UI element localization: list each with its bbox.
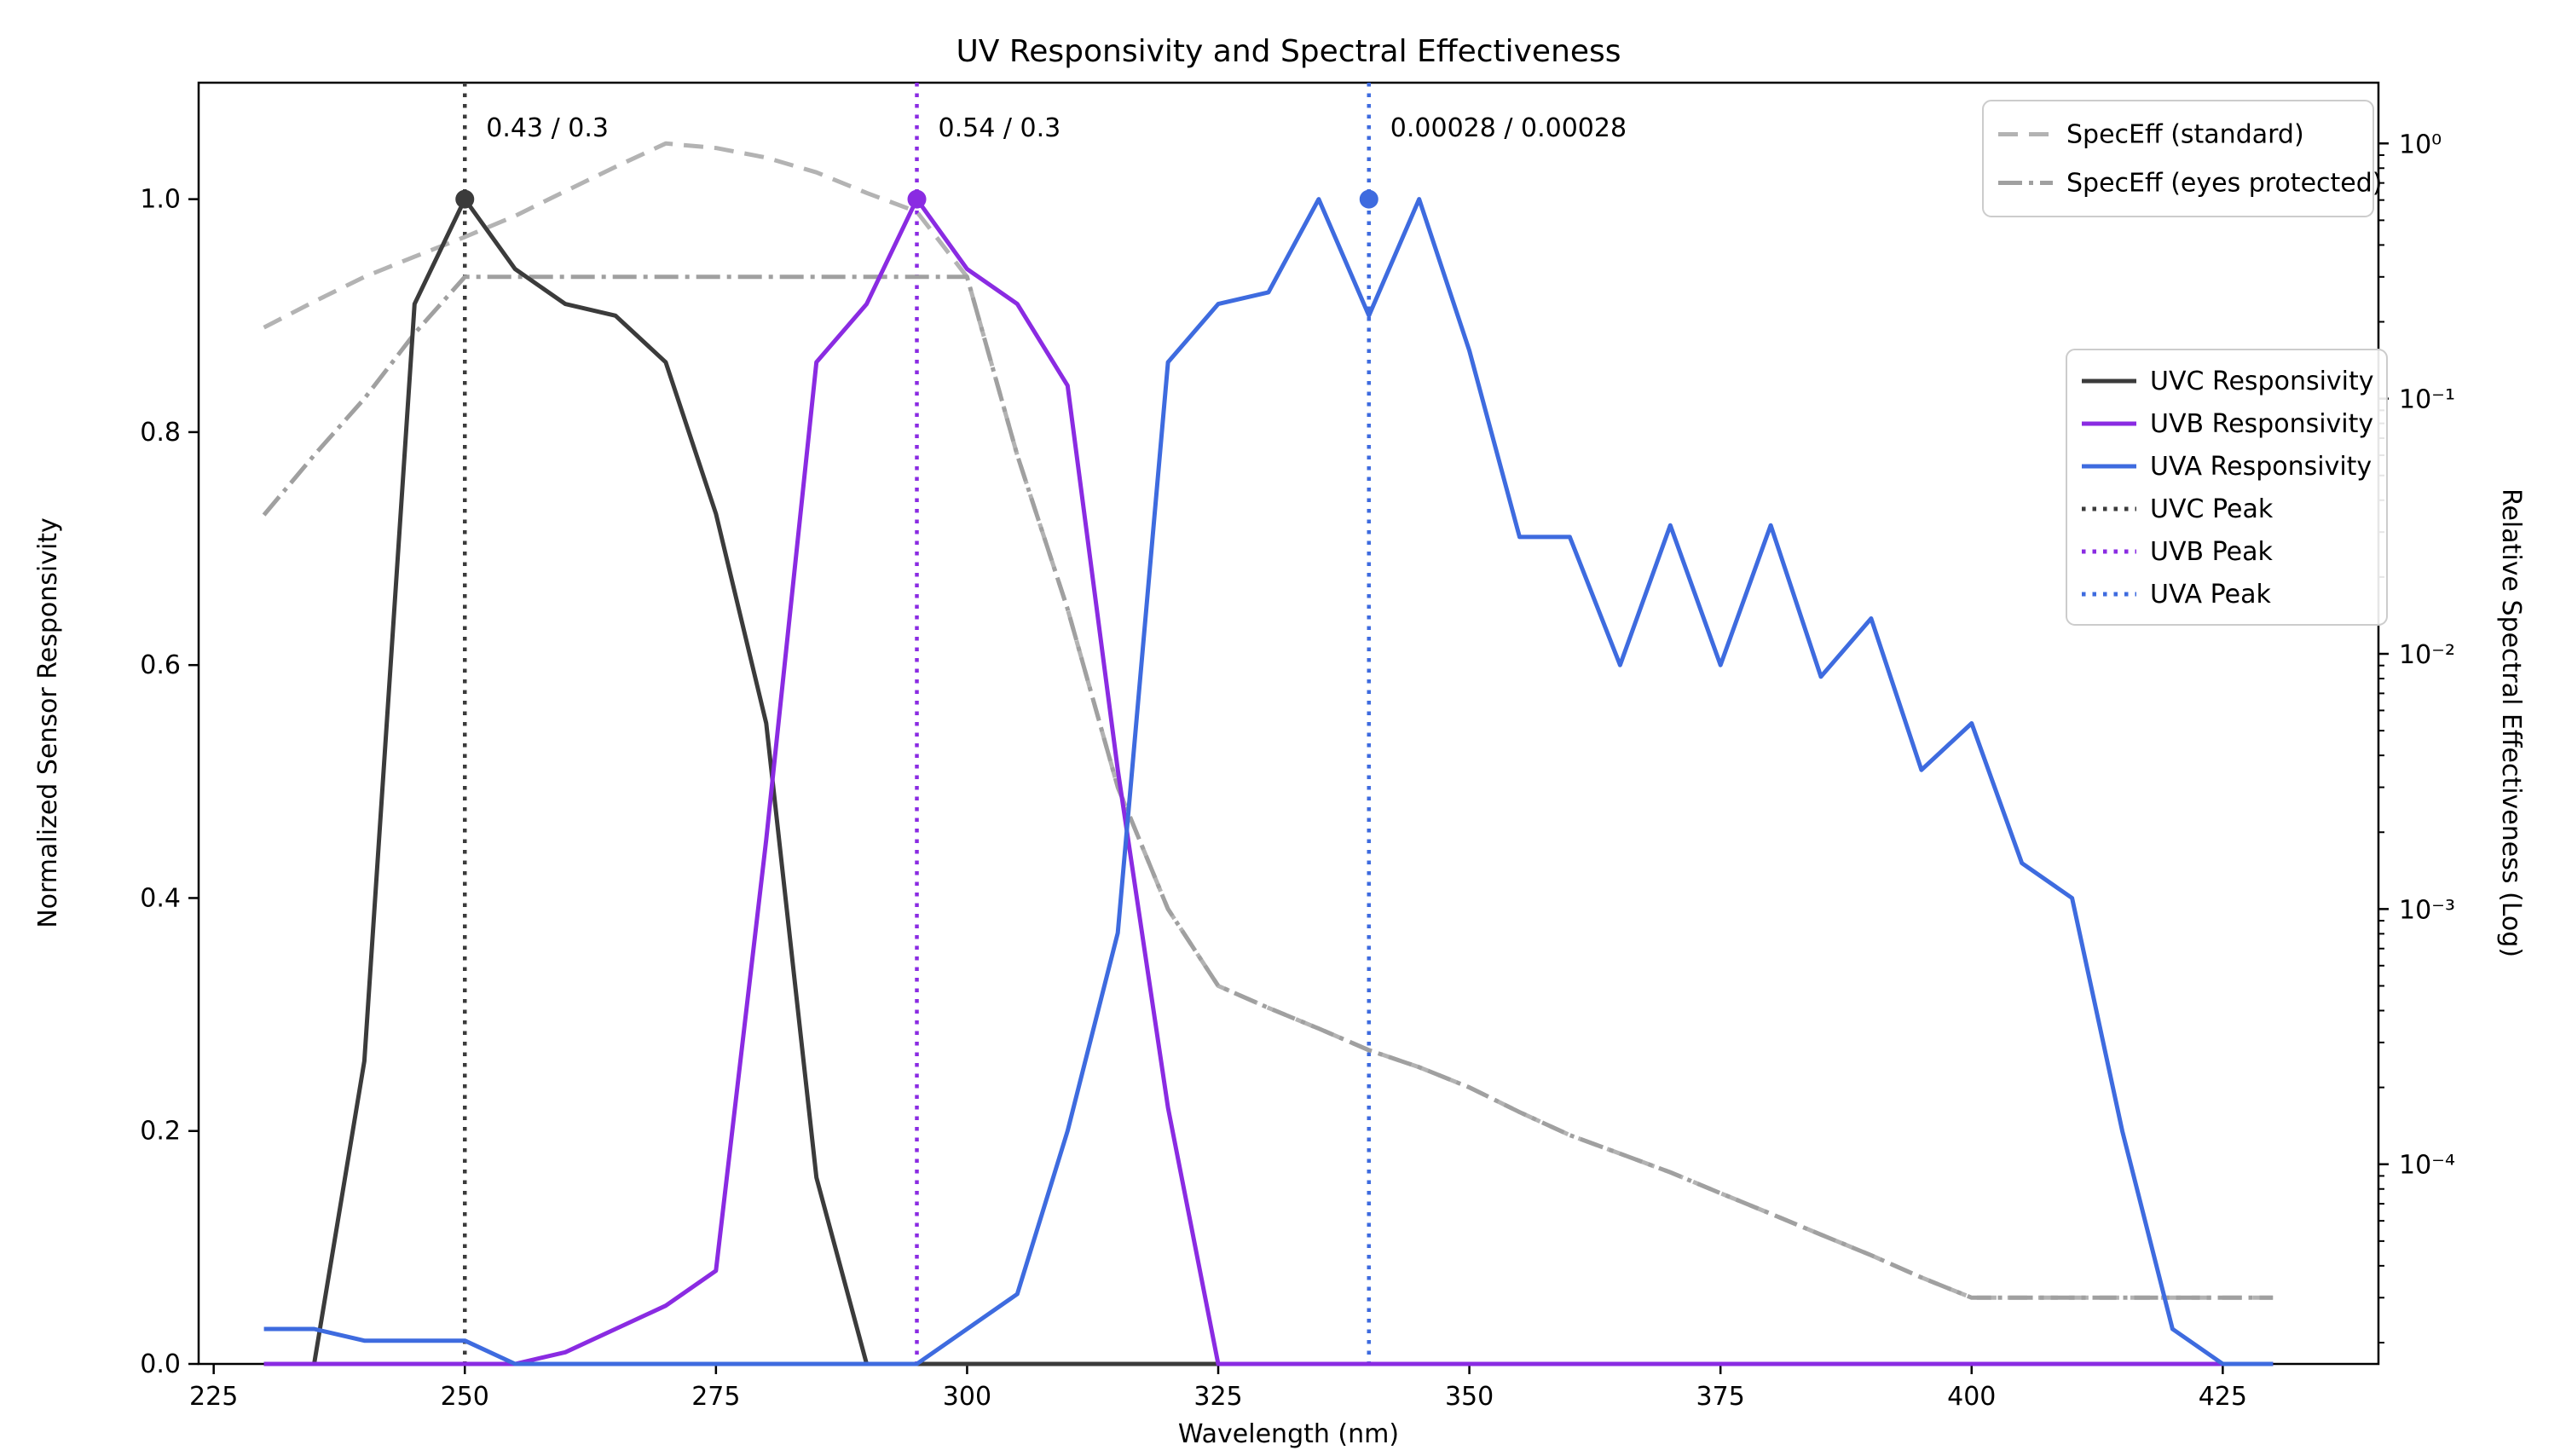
y-axis-label-left: Normalized Sensor Responsivity (33, 517, 63, 928)
y-right-tick-label: 10⁻² (2399, 640, 2455, 670)
legend-speceff-box (1982, 100, 2374, 217)
y-left-tick-label: 0.0 (140, 1349, 181, 1379)
peak-annotation-uvb-peak: 0.54 / 0.3 (939, 113, 1061, 143)
series-uvb-responsivity (263, 197, 2274, 1366)
series-speceff-eyes-protected (262, 274, 2274, 1300)
y-right-tick-label: 10⁻⁴ (2399, 1151, 2455, 1181)
legend-series-box (2066, 349, 2388, 626)
peak-annotation-uva-peak: 0.00028 / 0.00028 (1390, 113, 1627, 143)
peak-marker-uvb-peak (907, 189, 927, 209)
peak-annotation-uvc-peak: 0.43 / 0.3 (486, 113, 609, 143)
y-left-tick-label: 0.2 (140, 1117, 181, 1147)
y-right-tick-label: 10⁻³ (2399, 895, 2455, 925)
y-axis-label-right: Relative Spectral Effectiveness (Log) (2496, 488, 2526, 957)
legend-series-item-label-uvb-peak: UVB Peak (2150, 537, 2273, 567)
peak-marker-uva-peak (1359, 189, 1378, 209)
x-tick-label: 225 (189, 1382, 238, 1412)
x-tick-label: 375 (1696, 1382, 1745, 1412)
x-tick-label: 275 (691, 1382, 740, 1412)
x-tick-label: 400 (1947, 1382, 1996, 1412)
legend-speceff-item-label-speceff-standard: SpecEff (standard) (2066, 120, 2304, 150)
y-right-tick-label: 10⁰ (2399, 130, 2442, 159)
peak-marker-uvc-peak (455, 189, 475, 209)
y-left-tick-label: 0.4 (140, 883, 181, 913)
y-left-tick-label: 0.6 (140, 650, 181, 680)
x-tick-label: 425 (2199, 1382, 2247, 1412)
x-tick-label: 250 (441, 1382, 489, 1412)
legend-speceff-item-label-speceff-eyes-protected: SpecEff (eyes protected) (2066, 169, 2383, 199)
x-tick-label: 325 (1193, 1382, 1242, 1412)
x-axis-label: Wavelength (nm) (1178, 1419, 1399, 1449)
y-left-tick-label: 1.0 (140, 185, 181, 215)
chart-title: UV Responsivity and Spectral Effectivene… (956, 34, 1621, 69)
legend-series-item-label-uvc-responsivity: UVC Responsivity (2150, 367, 2374, 396)
series-uva-responsivity (263, 197, 2274, 1366)
y-left-tick-label: 0.8 (140, 418, 181, 448)
y-right-tick-label: 10⁻¹ (2399, 385, 2455, 415)
x-tick-label: 300 (943, 1382, 991, 1412)
series-speceff-standard (263, 141, 2274, 1300)
x-tick-label: 350 (1445, 1382, 1494, 1412)
plot-border (197, 81, 2380, 1366)
legend-series-item-label-uvb-responsivity: UVB Responsivity (2150, 409, 2373, 439)
legend-series-item-label-uva-peak: UVA Peak (2150, 580, 2271, 610)
legend-series-item-label-uva-responsivity: UVA Responsivity (2150, 452, 2372, 482)
legend-series-item-label-uvc-peak: UVC Peak (2150, 494, 2274, 524)
